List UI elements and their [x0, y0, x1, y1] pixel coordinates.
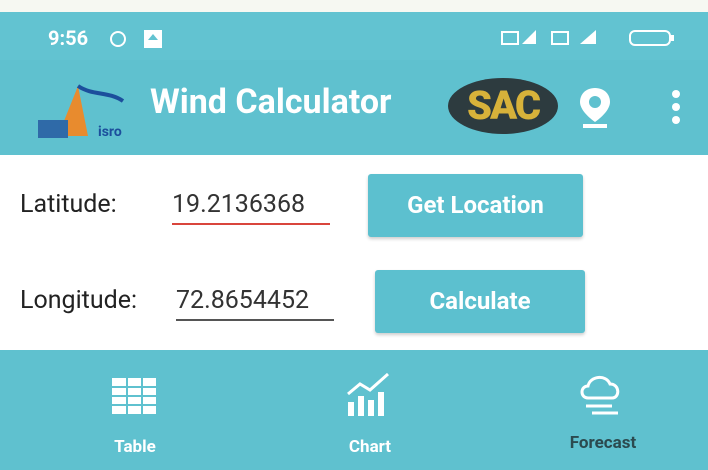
- forecast-icon[interactable]: [578, 368, 624, 418]
- get-location-button[interactable]: Get Location: [368, 174, 583, 237]
- top-strip: [0, 0, 708, 12]
- nav-table[interactable]: Table: [55, 437, 215, 457]
- nav-chart[interactable]: Chart: [290, 437, 450, 457]
- status-bar: [0, 12, 708, 60]
- latitude-label: Latitude:: [20, 190, 117, 219]
- sac-logo: SAC: [448, 78, 558, 134]
- chart-icon[interactable]: [344, 368, 394, 418]
- calculate-button[interactable]: Calculate: [375, 270, 585, 333]
- svg-text:isro: isro: [98, 124, 122, 140]
- nav-forecast[interactable]: Forecast: [523, 433, 683, 453]
- latitude-input[interactable]: 19.2136368: [172, 190, 330, 225]
- screen: 9:56 isro Wind Calculator SAC Latitude: …: [0, 0, 708, 470]
- app-title: Wind Calculator: [150, 82, 392, 122]
- table-icon[interactable]: [110, 376, 158, 416]
- status-icons: [108, 28, 168, 50]
- status-right-icons: [500, 26, 690, 50]
- status-time: 9:56: [48, 26, 88, 50]
- longitude-label: Longitude:: [20, 286, 137, 315]
- location-button[interactable]: [575, 84, 615, 130]
- isro-logo: isro: [38, 76, 138, 146]
- menu-button[interactable]: [668, 86, 684, 128]
- longitude-input[interactable]: 72.8654452: [176, 286, 334, 321]
